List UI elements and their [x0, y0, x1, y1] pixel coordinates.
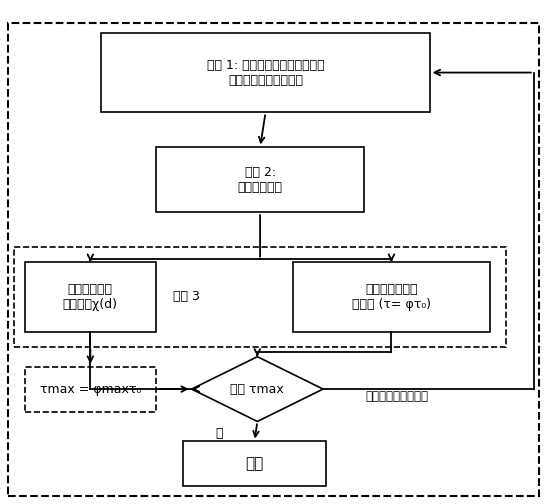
Text: 系统的动态响
应分析：χ(d): 系统的动态响 应分析：χ(d)	[63, 283, 118, 311]
Text: 是: 是	[215, 427, 223, 440]
Polygon shape	[192, 357, 323, 421]
FancyBboxPatch shape	[293, 262, 490, 332]
Text: 步骤 1: 系统建模：含不确定参数
及时滞的传递函数模型: 步骤 1: 系统建模：含不确定参数 及时滞的传递函数模型	[207, 58, 325, 87]
FancyBboxPatch shape	[25, 366, 156, 411]
Text: 时滞耐受度求解
与分析 (τ= φτ₀): 时滞耐受度求解 与分析 (τ= φτ₀)	[352, 283, 431, 311]
Text: 步骤 3: 步骤 3	[173, 290, 200, 303]
FancyBboxPatch shape	[101, 33, 430, 112]
FancyBboxPatch shape	[8, 23, 539, 496]
Text: τmax = φmaxτ₀: τmax = φmaxτ₀	[40, 383, 141, 396]
FancyBboxPatch shape	[25, 262, 156, 332]
Text: 如果：操作工况改变: 如果：操作工况改变	[366, 390, 429, 403]
FancyBboxPatch shape	[184, 442, 326, 486]
Text: 步骤 2:
确定控制策略: 步骤 2: 确定控制策略	[238, 166, 283, 194]
Text: 确定 τmax: 确定 τmax	[231, 383, 284, 396]
Text: 结束: 结束	[246, 456, 264, 471]
FancyBboxPatch shape	[156, 147, 364, 212]
